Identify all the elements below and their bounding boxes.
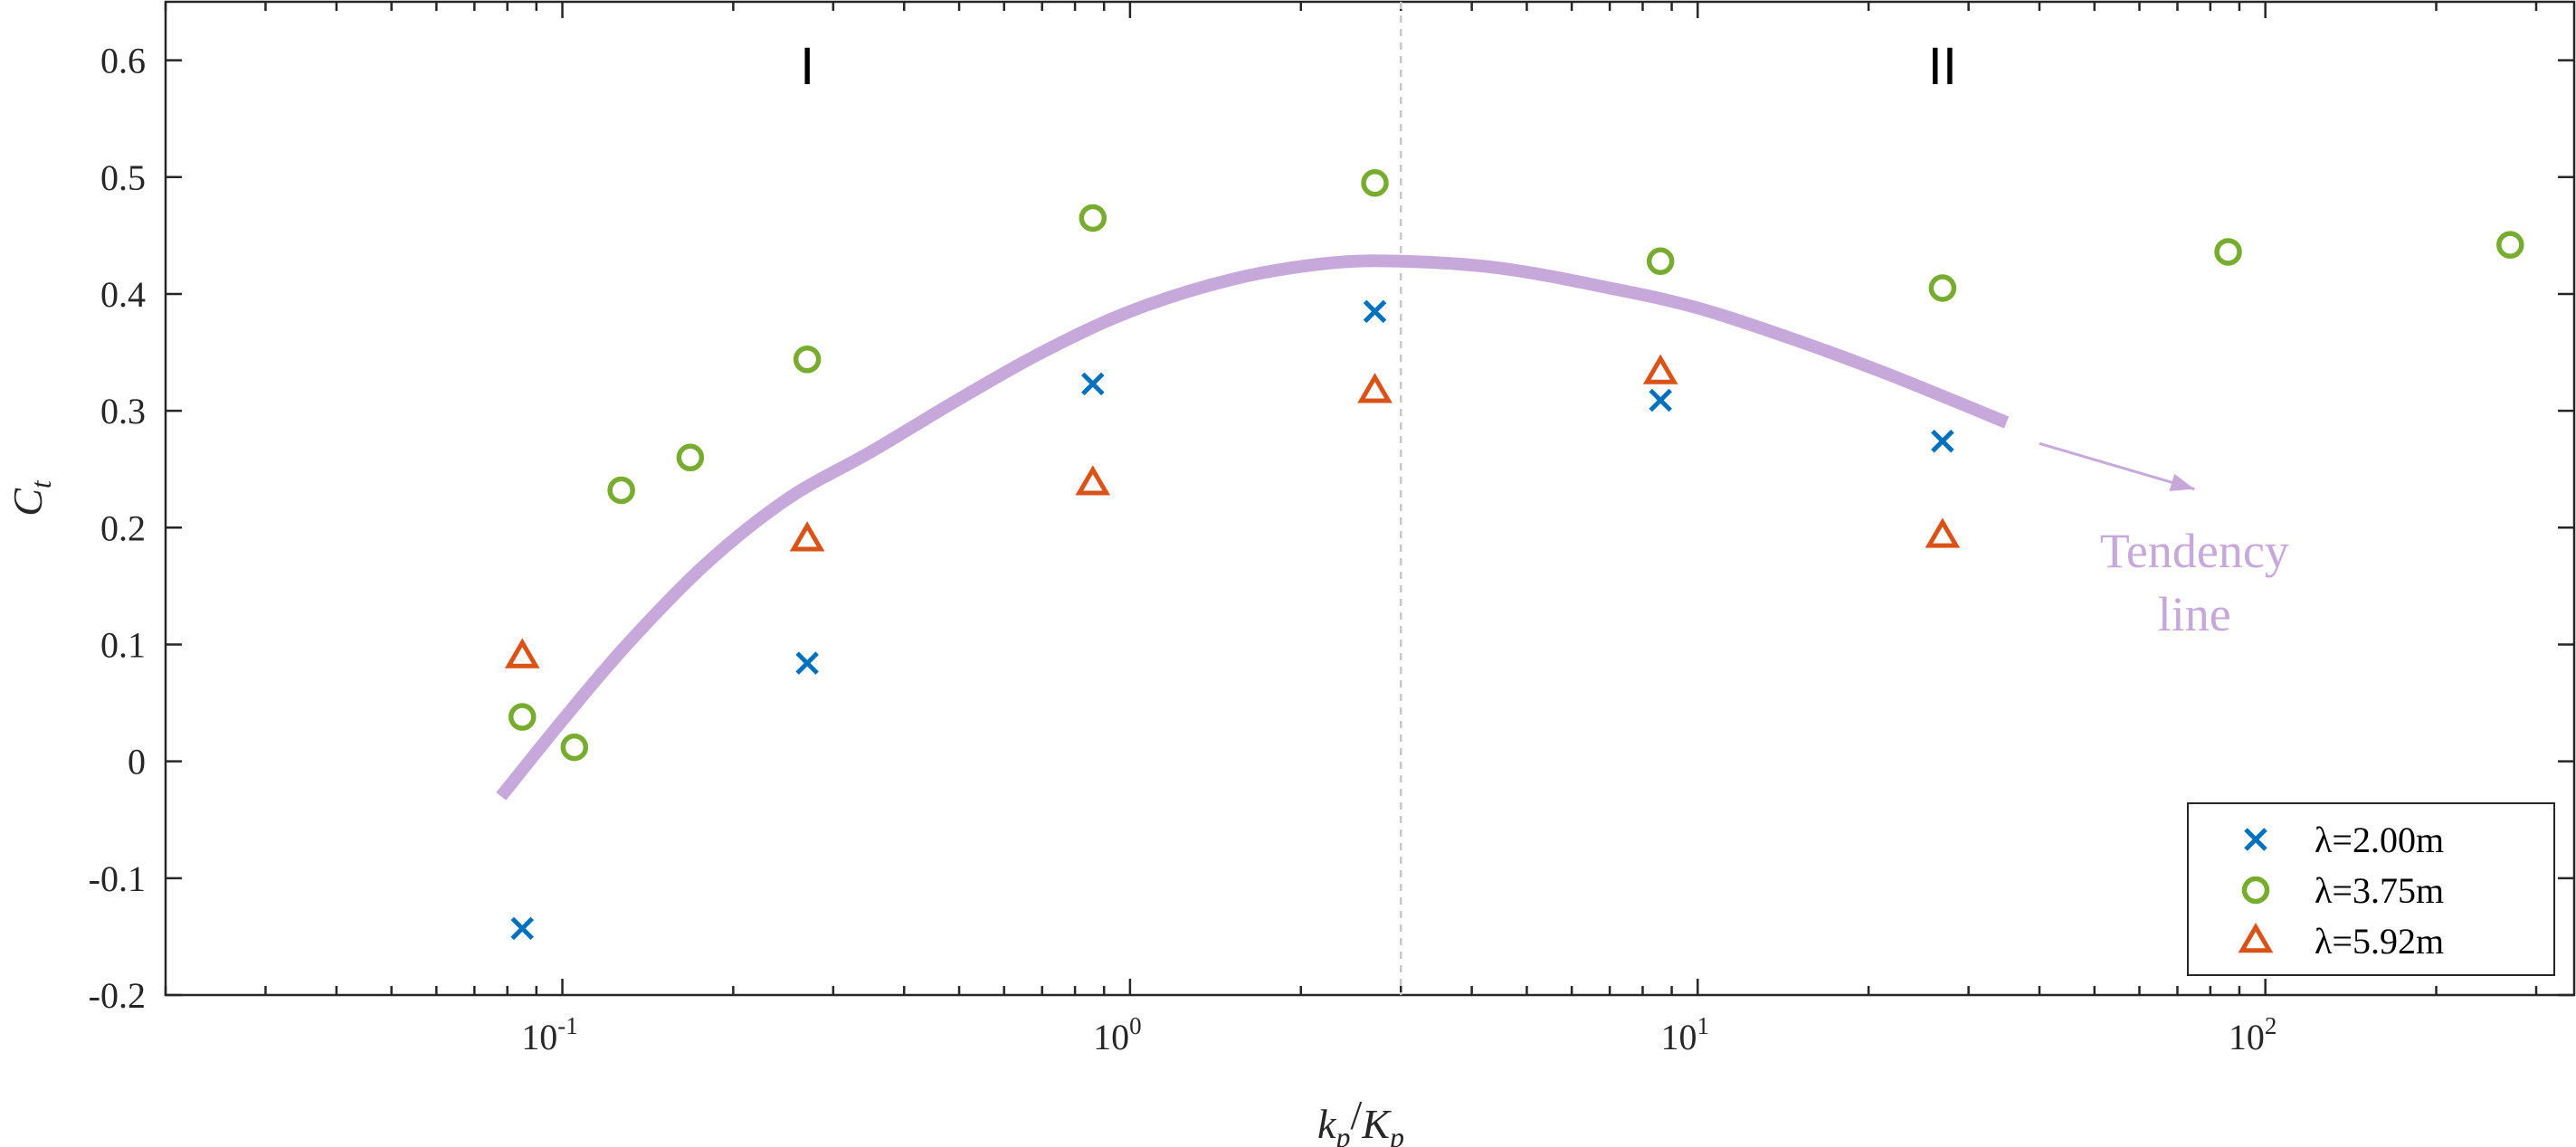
y-axis-label: Ct bbox=[5, 479, 57, 517]
data-point-x bbox=[1363, 299, 1387, 324]
data-point-triangle bbox=[1642, 354, 1678, 384]
x-tick-label: 10-1 bbox=[521, 1012, 578, 1057]
annotation-text: line bbox=[2158, 587, 2231, 641]
series-1 bbox=[510, 299, 1954, 941]
x-tick-label: 100 bbox=[1093, 1012, 1142, 1057]
data-point-x bbox=[1931, 429, 1954, 453]
axes-box bbox=[164, 0, 2576, 997]
x-tick-label: 101 bbox=[1661, 1012, 1710, 1057]
data-point-circle bbox=[508, 703, 537, 731]
data-point-circle bbox=[793, 346, 822, 374]
data-point-circle bbox=[560, 733, 589, 762]
y-tick-label: 0 bbox=[128, 742, 146, 782]
data-point-circle bbox=[1361, 168, 1389, 197]
data-point-x bbox=[510, 916, 535, 941]
data-point-triangle bbox=[1357, 373, 1393, 403]
y-tick-label: 0.6 bbox=[100, 41, 146, 81]
data-point-circle bbox=[607, 476, 635, 505]
x-tick-label: 102 bbox=[2229, 1012, 2277, 1057]
x-axis-label: kp/Kp bbox=[1317, 1092, 1404, 1147]
data-point-circle bbox=[1928, 274, 1957, 302]
data-point-circle bbox=[2214, 238, 2242, 266]
series-2 bbox=[508, 168, 2524, 762]
data-point-circle bbox=[2241, 876, 2270, 905]
y-tick-label: -0.1 bbox=[89, 858, 146, 899]
y-tick-label: 0.1 bbox=[100, 624, 146, 665]
data-point-circle bbox=[1079, 204, 1107, 232]
data-point-circle bbox=[1646, 247, 1675, 276]
y-tick-label: 0.5 bbox=[100, 157, 146, 198]
y-tick-label: 0.2 bbox=[100, 507, 146, 548]
data-point-circle bbox=[2496, 231, 2524, 259]
data-point-circle bbox=[676, 443, 705, 472]
legend-label: λ=2.00m bbox=[2315, 820, 2444, 860]
annotation-arrow bbox=[2039, 441, 2195, 491]
data-point-x bbox=[2244, 828, 2267, 851]
data-point-triangle bbox=[2238, 923, 2274, 953]
data-point-triangle bbox=[1925, 517, 1961, 548]
region-label: II bbox=[1928, 37, 1957, 96]
annotation-arrowhead bbox=[2169, 473, 2195, 491]
legend: λ=2.00m λ=3.75m λ=5.92m bbox=[2187, 802, 2555, 976]
y-tick-label: -0.2 bbox=[89, 975, 146, 1016]
legend-label: λ=3.75m bbox=[2315, 870, 2444, 911]
annotation-text: Tendency bbox=[2100, 524, 2289, 578]
region-label: I bbox=[800, 37, 814, 96]
legend-label: λ=5.92m bbox=[2315, 921, 2444, 962]
data-point-triangle bbox=[789, 521, 825, 552]
data-point-x bbox=[1081, 372, 1105, 396]
series-3 bbox=[504, 354, 1961, 668]
plot-area: 0.6 0.5 0.4 0.3 0.2 0.1 0 -0.1 -0.2 10-1 100 101 102… bbox=[5, 0, 2576, 1147]
y-tick-label: 0.3 bbox=[100, 391, 146, 431]
tendency-line bbox=[496, 254, 2010, 801]
data-point-triangle bbox=[1075, 465, 1111, 496]
y-tick-label: 0.4 bbox=[100, 274, 146, 315]
data-point-x bbox=[795, 651, 819, 675]
data-point-triangle bbox=[504, 638, 540, 668]
data-point-x bbox=[1649, 388, 1672, 412]
